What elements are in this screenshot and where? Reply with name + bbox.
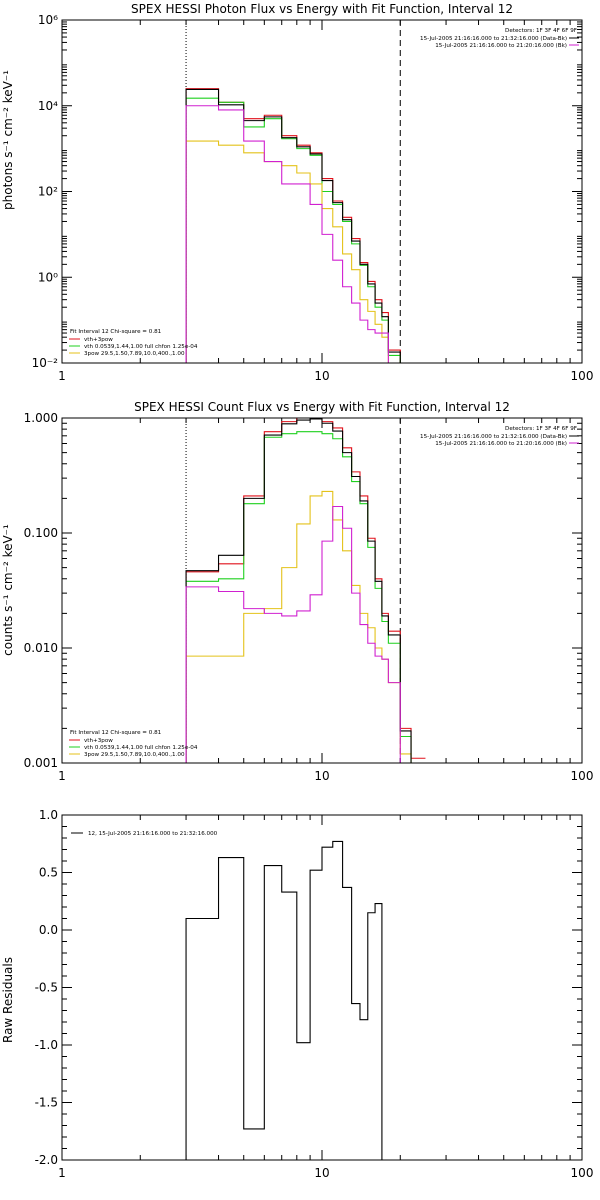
x-tick-label: 10 [314,369,329,383]
residuals-panel: Raw Residuals 1 10 100 1.0 0.5 0.0 -0.5 -1.0 -1.… [1,808,593,1180]
count-fit-header: Fit Interval 12 Chi-square = 0.81 [70,730,162,736]
count-flux-panel: SPEX HESSI Count Flux vs Energy with Fit… [1,400,593,783]
y-tick-label: 0.100 [24,526,58,540]
count-legend-2: vth 0.0539,1.44,1.00 full chfon 1.25e-04 [84,745,198,751]
y-tick-label: -0.5 [35,981,58,995]
series-line-3 [185,88,426,364]
series-line-2 [185,490,426,764]
series-line-4 [185,505,426,764]
count-frame [61,417,583,764]
count-legend-1: vth+3pow [84,738,113,744]
photon-flux-panel: SPEX HESSI Photon Flux vs Energy with Fi… [1,2,593,383]
residual-frame [61,814,583,1161]
x-tick-label: 1 [58,369,66,383]
series-line-1 [185,97,426,364]
x-tick-label: 100 [571,369,594,383]
series-line-0 [185,417,426,763]
photon-interval: 15-Jul-2005 21:16:16.000 to 21:32:16.000… [420,36,567,42]
y-tick-label: 0.001 [24,756,58,770]
photon-title: SPEX HESSI Photon Flux vs Energy with Fi… [131,2,513,16]
photon-legend-1: vth+3pow [84,337,113,343]
y-tick-label: 0.5 [39,866,58,880]
photon-legend-2: vth 0.0539,1.44,1.00 full chfon 1.25e-04 [84,344,198,350]
x-tick-label: 1 [58,1166,66,1180]
y-tick-label: 10⁻² [32,356,59,370]
y-tick-label: 1.000 [24,411,58,425]
y-tick-label: 10⁴ [38,99,58,113]
x-tick-label: 100 [571,769,594,783]
series-line-3 [185,418,426,764]
count-legend-3: 3pow 29.5,1.50,7.89,10.0,400.,1.00 [84,752,185,758]
count-bk: 15-Jul-2005 21:16:16.000 to 21:20:16.000… [435,441,567,447]
photon-legend-3: 3pow 29.5,1.50,7.89,10.0,400.,1.00 [84,351,185,357]
y-tick-label: 10⁶ [38,13,58,27]
y-tick-label: 0.0 [39,923,58,937]
y-tick-label: 1.0 [39,808,58,822]
x-tick-label: 10 [314,1166,329,1180]
y-tick-label: -1.0 [35,1038,58,1052]
series-line-0 [185,88,426,364]
y-tick-label: 10⁰ [38,270,58,284]
photon-frame [61,19,583,364]
x-tick-label: 100 [571,1166,594,1180]
photon-bk: 15-Jul-2005 21:16:16.000 to 21:20:16.000… [435,43,567,49]
series-line-0 [185,840,383,1160]
residual-ylabel: Raw Residuals [1,957,15,1043]
x-tick-label: 10 [314,769,329,783]
count-detectors: Detectors: 1F 3F 4F 6F 9F [505,426,577,432]
count-title: SPEX HESSI Count Flux vs Energy with Fit… [134,400,510,414]
count-ylabel: counts s⁻¹ cm⁻² keV⁻¹ [1,524,15,656]
y-tick-label: 10² [38,185,58,199]
count-interval: 15-Jul-2005 21:16:16.000 to 21:32:16.000… [420,434,567,440]
series-line-4 [185,105,426,364]
photon-ylabel: photons s⁻¹ cm⁻² keV⁻¹ [1,70,15,210]
photon-detectors: Detectors: 1F 3F 4F 6F 9F [505,28,577,34]
series-line-2 [185,140,426,364]
y-tick-label: 0.010 [24,641,58,655]
x-tick-label: 1 [58,769,66,783]
photon-fit-header: Fit Interval 12 Chi-square = 0.81 [70,329,162,335]
y-tick-label: -1.5 [35,1096,58,1110]
residual-legend: 12, 15-Jul-2005 21:16:16.000 to 21:32:16… [88,831,218,837]
y-tick-label: -2.0 [35,1153,58,1167]
series-line-1 [185,431,426,764]
